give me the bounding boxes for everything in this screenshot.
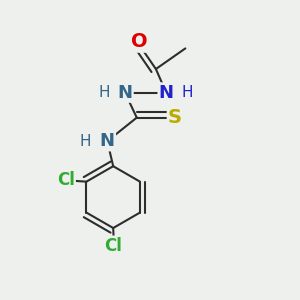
Text: O: O [131,32,148,51]
Text: H: H [99,85,110,100]
Text: N: N [159,84,174,102]
Text: N: N [118,84,133,102]
Text: H: H [181,85,193,100]
Text: S: S [168,108,182,127]
Text: Cl: Cl [104,237,122,255]
Text: N: N [100,132,115,150]
Text: H: H [80,134,91,149]
Text: Cl: Cl [57,171,75,189]
